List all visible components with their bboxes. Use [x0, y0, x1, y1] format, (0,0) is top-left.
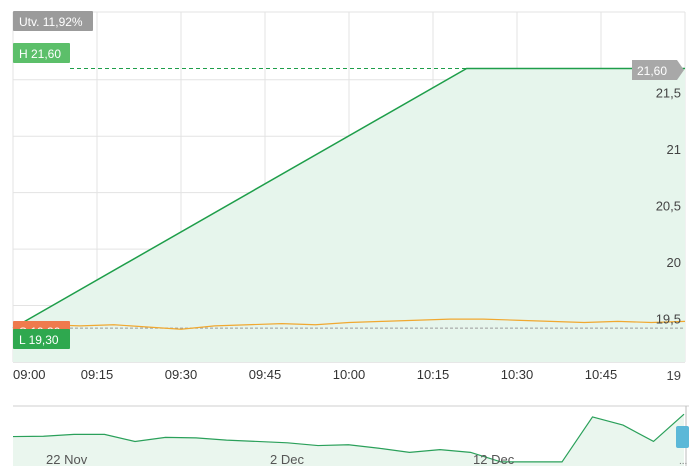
navigator[interactable] — [12, 405, 689, 466]
y-tick-label: 20,5 — [656, 199, 681, 214]
high-badge-text: H 21,60 — [19, 47, 61, 61]
price-area — [13, 68, 685, 363]
last-price-badge — [632, 60, 684, 80]
compare-line — [12, 318, 686, 330]
y-tick-label: 19,5 — [656, 312, 681, 327]
x-tick-label: 10:45 — [585, 367, 618, 382]
navigator-overflow-mark: ... — [679, 456, 687, 467]
change-badge — [13, 11, 93, 31]
x-tick-label: 09:30 — [165, 367, 198, 382]
navigator-handle[interactable] — [676, 426, 689, 448]
y-tick-label: 19 — [667, 368, 681, 383]
y-tick-label: 20 — [667, 255, 681, 270]
navigator-area — [13, 414, 684, 466]
x-tick-label: 10:30 — [501, 367, 534, 382]
series-lines — [12, 67, 686, 330]
navigator-date-label: 2 Dec — [270, 452, 304, 467]
navigator-labels: 22 Nov 2 Dec 12 Dec — [46, 452, 515, 467]
navigator-line — [12, 413, 685, 463]
x-tick-label: 09:15 — [81, 367, 114, 382]
badges: Utv. 11,92% H 21,60 S 19,30 L 19,30 21,6… — [13, 11, 684, 349]
low-badge-text: L 19,30 — [19, 333, 59, 347]
x-tick-label: 10:15 — [417, 367, 450, 382]
y-tick-label: 21 — [667, 142, 681, 157]
axes: 09:00 09:15 09:30 09:45 10:00 10:15 10:30 10:45… — [13, 86, 681, 383]
price-area-fill — [13, 68, 685, 363]
change-badge-text: Utv. 11,92% — [19, 15, 83, 29]
navigator-date-label: 22 Nov — [46, 452, 88, 467]
high-badge — [13, 43, 70, 63]
x-tick-label: 10:00 — [333, 367, 366, 382]
x-tick-label: 09:00 — [13, 367, 46, 382]
navigator-date-label: 12 Dec — [473, 452, 515, 467]
y-tick-label: 21,5 — [656, 86, 681, 101]
x-tick-label: 09:45 — [249, 367, 282, 382]
low-badge — [13, 329, 70, 349]
last-price-badge-text: 21,60 — [637, 64, 667, 78]
